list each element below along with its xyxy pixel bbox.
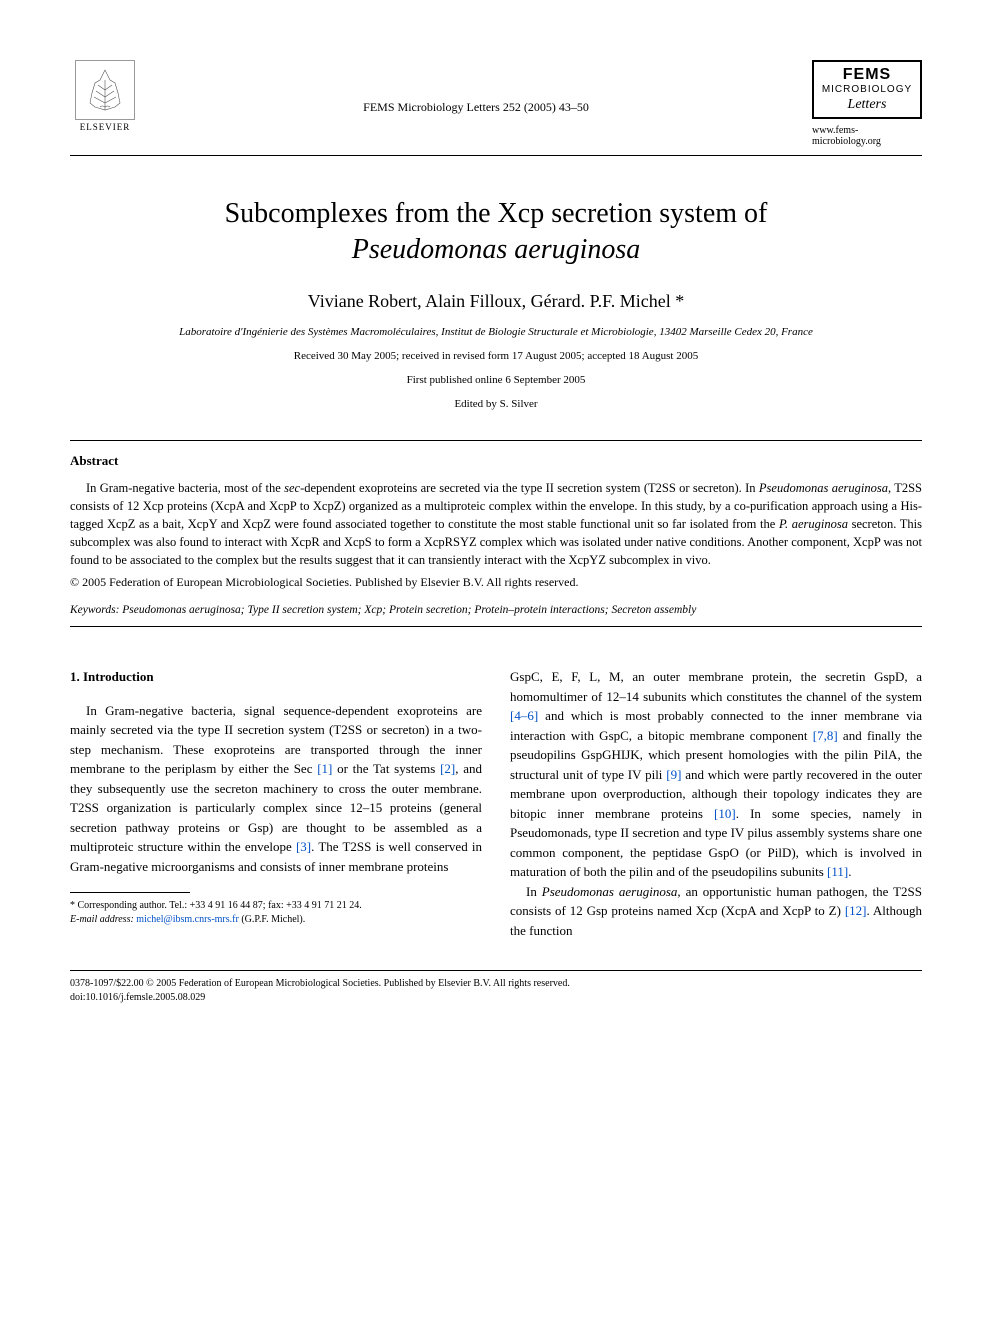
citation-2[interactable]: [2] [440, 761, 455, 776]
header-rule [70, 155, 922, 156]
abstract-paragraph: In Gram-negative bacteria, most of the s… [70, 479, 922, 570]
citation-9[interactable]: [9] [666, 767, 681, 782]
footnote-rule [70, 892, 190, 893]
copyright-line: © 2005 Federation of European Microbiolo… [70, 575, 922, 590]
fems-logo-box: FEMS MICROBIOLOGY Letters [812, 60, 922, 119]
journal-reference: FEMS Microbiology Letters 252 (2005) 43–… [140, 60, 812, 115]
page-footer-info: 0378-1097/$22.00 © 2005 Federation of Eu… [70, 977, 922, 1005]
citation-7-8[interactable]: [7,8] [813, 728, 838, 743]
doi: doi:10.1016/j.femsle.2005.08.029 [70, 991, 922, 1005]
footnote-text: * Corresponding author. Tel.: +33 4 91 1… [70, 899, 482, 913]
first-published-date: First published online 6 September 2005 [70, 374, 922, 386]
page-bottom-rule [70, 970, 922, 971]
citation-1[interactable]: [1] [317, 761, 332, 776]
fems-subtitle: MICROBIOLOGY [818, 84, 916, 95]
fems-title: FEMS [818, 66, 916, 84]
citation-12[interactable]: [12] [845, 903, 867, 918]
column-right: GspC, E, F, L, M, an outer membrane prot… [510, 667, 922, 940]
title-line1: Subcomplexes from the Xcp secretion syst… [225, 198, 768, 229]
corresponding-author-footnote: * Corresponding author. Tel.: +33 4 91 1… [70, 899, 482, 927]
elsevier-tree-icon [75, 60, 135, 120]
fems-url: www.fems-microbiology.org [812, 125, 922, 147]
keywords-list: Pseudomonas aeruginosa; Type II secretio… [122, 604, 696, 616]
fems-letters: Letters [818, 97, 916, 113]
edited-by: Edited by S. Silver [70, 398, 922, 410]
elsevier-label: ELSEVIER [80, 122, 131, 132]
intro-paragraph-1: In Gram-negative bacteria, signal sequen… [70, 701, 482, 877]
citation-3[interactable]: [3] [296, 839, 311, 854]
abstract-heading: Abstract [70, 453, 922, 469]
section-1-heading: 1. Introduction [70, 667, 482, 687]
title-line2: Pseudomonas aeruginosa [352, 234, 641, 265]
column-left: 1. Introduction In Gram-negative bacteri… [70, 667, 482, 940]
fems-logo-block: FEMS MICROBIOLOGY Letters www.fems-micro… [812, 60, 922, 147]
article-title: Subcomplexes from the Xcp secretion syst… [70, 196, 922, 269]
email-name: (G.P.F. Michel). [239, 914, 305, 925]
affiliation: Laboratoire d'Ingénierie des Systèmes Ma… [70, 326, 922, 338]
keywords: Keywords: Pseudomonas aeruginosa; Type I… [70, 604, 922, 616]
abstract-top-rule [70, 440, 922, 441]
citation-10[interactable]: [10] [714, 806, 736, 821]
citation-4-6[interactable]: [4–6] [510, 708, 538, 723]
footnote-email-line: E-mail address: michel@ibsm.cnrs-mrs.fr … [70, 913, 482, 927]
keywords-label: Keywords: [70, 604, 122, 616]
submission-dates: Received 30 May 2005; received in revise… [70, 350, 922, 362]
email-address[interactable]: michel@ibsm.cnrs-mrs.fr [136, 914, 239, 925]
elsevier-logo: ELSEVIER [70, 60, 140, 132]
citation-11[interactable]: [11] [827, 864, 848, 879]
authors: Viviane Robert, Alain Filloux, Gérard. P… [70, 291, 922, 312]
page-header: ELSEVIER FEMS Microbiology Letters 252 (… [70, 60, 922, 147]
body-columns: 1. Introduction In Gram-negative bacteri… [70, 667, 922, 940]
issn-copyright: 0378-1097/$22.00 © 2005 Federation of Eu… [70, 977, 922, 991]
email-label: E-mail address: [70, 914, 136, 925]
intro-paragraph-2: In Pseudomonas aeruginosa, an opportunis… [510, 882, 922, 941]
abstract-bottom-rule [70, 626, 922, 627]
intro-paragraph-1-cont: GspC, E, F, L, M, an outer membrane prot… [510, 667, 922, 882]
